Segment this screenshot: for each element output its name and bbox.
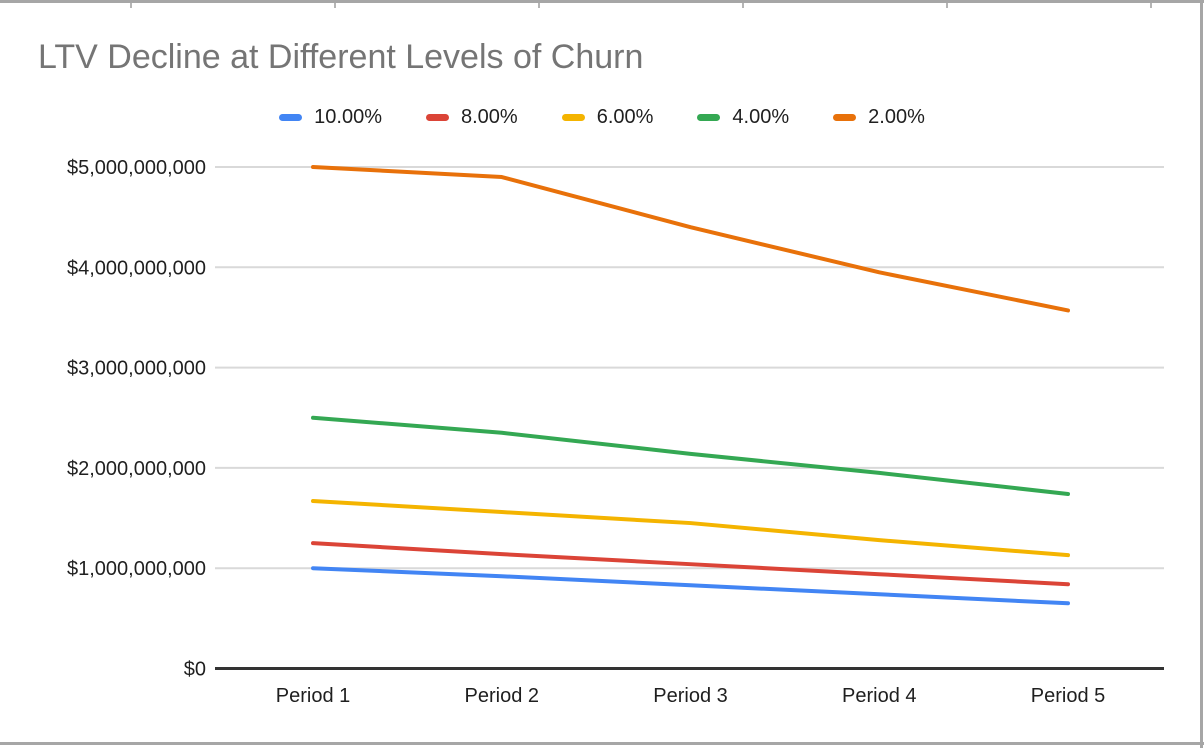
legend-swatch-icon (833, 114, 857, 121)
legend-item-6.00%: 6.00% (561, 106, 654, 129)
y-axis-tick-label: $2,000,000,000 (67, 458, 206, 480)
x-axis-tick-label: Period 1 (276, 685, 351, 707)
column-boundary-tick (334, 3, 336, 8)
spreadsheet-row-gridline (0, 0, 1204, 3)
x-axis-tick-label: Period 3 (653, 685, 728, 707)
y-axis-tick-label: $0 (184, 659, 206, 681)
legend-label: 4.00% (732, 106, 790, 128)
legend-item-8.00%: 8.00% (425, 106, 518, 129)
y-axis-tick-label: $1,000,000,000 (67, 558, 206, 580)
legend-label: 10.00% (314, 106, 382, 128)
column-boundary-tick (946, 3, 948, 8)
series-line-6.00% (311, 498, 1070, 558)
column-boundary-tick (538, 3, 540, 8)
column-boundary-tick (742, 3, 744, 8)
x-axis-tick-label: Period 2 (465, 685, 540, 707)
column-boundary-tick (130, 3, 132, 8)
legend-label: 8.00% (460, 106, 518, 128)
x-axis-tick-label: Period 5 (1031, 685, 1106, 707)
legend-label: 6.00% (596, 106, 654, 128)
series-line-10.00% (311, 566, 1070, 606)
chart-title: LTV Decline at Different Levels of Churn (38, 38, 644, 76)
y-axis-tick-label: $4,000,000,000 (67, 257, 206, 279)
legend-swatch-icon (561, 114, 585, 121)
x-axis-tick-label: Period 4 (842, 685, 917, 707)
column-boundary-tick (1150, 3, 1152, 8)
legend-swatch-icon (425, 114, 449, 121)
series-line-4.00% (311, 415, 1070, 496)
y-axis-tick-label: $5,000,000,000 (67, 157, 206, 179)
legend-swatch-icon (697, 114, 721, 121)
series-line-8.00% (311, 541, 1070, 587)
y-axis-tick-label: $3,000,000,000 (67, 358, 206, 380)
chart-legend: 10.00% 8.00% 6.00% 4.00% 2.00% (0, 106, 1204, 129)
chart-frame-bottom-border (0, 742, 1204, 745)
legend-item-10.00%: 10.00% (279, 106, 382, 129)
legend-label: 2.00% (868, 106, 925, 128)
series-line-2.00% (311, 165, 1070, 313)
legend-swatch-icon (279, 114, 303, 121)
chart-frame-right-border (1200, 0, 1203, 748)
legend-item-2.00%: 2.00% (833, 106, 925, 129)
legend-item-4.00%: 4.00% (697, 106, 789, 129)
